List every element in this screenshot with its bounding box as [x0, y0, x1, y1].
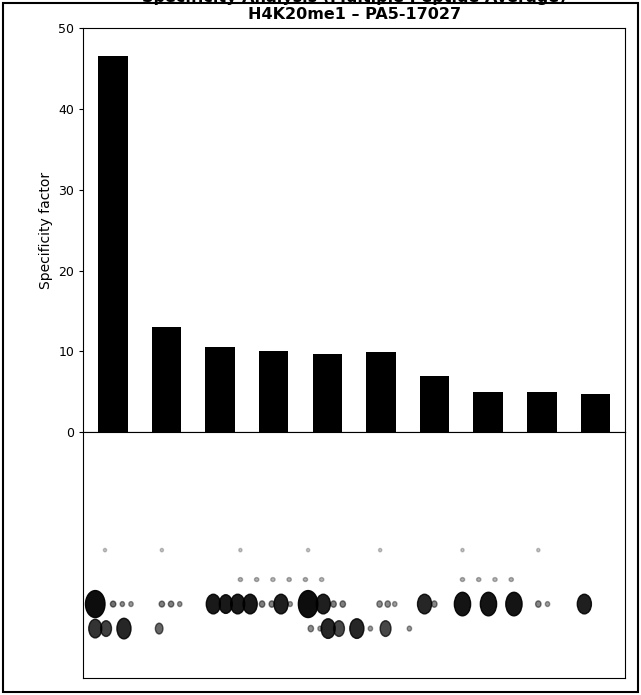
Ellipse shape [340, 601, 345, 607]
Y-axis label: Specificity factor: Specificity factor [38, 172, 53, 288]
Ellipse shape [260, 601, 265, 607]
Ellipse shape [287, 578, 291, 582]
Bar [98, 56, 128, 432]
Bar [152, 327, 181, 432]
Ellipse shape [321, 619, 335, 639]
Ellipse shape [308, 626, 313, 632]
Ellipse shape [269, 601, 274, 607]
Ellipse shape [219, 595, 232, 614]
Ellipse shape [88, 619, 102, 638]
Bar [313, 354, 342, 432]
Ellipse shape [129, 602, 133, 607]
Bar [420, 376, 449, 432]
Ellipse shape [101, 621, 112, 637]
Ellipse shape [316, 594, 330, 614]
Bar [366, 352, 395, 432]
Ellipse shape [431, 601, 437, 607]
Ellipse shape [120, 602, 124, 607]
Ellipse shape [480, 592, 497, 616]
Ellipse shape [407, 626, 412, 631]
Ellipse shape [243, 594, 257, 614]
Title: Specificity Analysis (Multiple Peptide Average)
H4K20me1 – PA5-17027: Specificity Analysis (Multiple Peptide A… [142, 0, 567, 22]
Bar [474, 392, 503, 432]
Ellipse shape [231, 594, 245, 614]
Ellipse shape [303, 578, 308, 582]
Ellipse shape [392, 602, 397, 607]
Ellipse shape [288, 602, 292, 607]
Ellipse shape [159, 601, 165, 607]
Ellipse shape [319, 578, 324, 582]
Bar [581, 394, 610, 432]
Bar [205, 348, 235, 432]
Ellipse shape [254, 578, 259, 582]
Bar [259, 352, 288, 432]
Ellipse shape [460, 578, 465, 582]
Ellipse shape [454, 592, 470, 616]
Ellipse shape [506, 592, 522, 616]
Ellipse shape [461, 548, 464, 552]
Ellipse shape [417, 594, 431, 614]
Ellipse shape [206, 594, 221, 614]
Ellipse shape [385, 601, 390, 607]
Ellipse shape [169, 601, 174, 607]
Ellipse shape [380, 621, 391, 637]
Ellipse shape [117, 619, 131, 639]
Ellipse shape [318, 626, 322, 631]
Ellipse shape [537, 548, 540, 552]
Ellipse shape [493, 578, 497, 582]
Ellipse shape [368, 626, 372, 631]
Ellipse shape [536, 601, 541, 607]
Ellipse shape [476, 578, 481, 582]
Ellipse shape [377, 601, 382, 607]
Ellipse shape [238, 578, 242, 582]
Ellipse shape [155, 623, 163, 634]
Ellipse shape [578, 594, 592, 614]
Ellipse shape [271, 578, 275, 582]
Ellipse shape [239, 548, 242, 552]
Ellipse shape [333, 621, 344, 637]
Ellipse shape [85, 591, 105, 618]
Ellipse shape [103, 548, 106, 552]
Ellipse shape [110, 601, 116, 607]
Ellipse shape [350, 619, 364, 639]
X-axis label: Modification: Modification [312, 526, 397, 540]
Ellipse shape [160, 548, 163, 552]
Ellipse shape [331, 601, 337, 607]
Ellipse shape [298, 591, 318, 618]
Ellipse shape [509, 578, 513, 582]
Ellipse shape [274, 594, 288, 614]
Ellipse shape [545, 602, 550, 607]
Ellipse shape [379, 548, 382, 552]
Bar [527, 392, 556, 432]
Ellipse shape [306, 548, 310, 552]
Ellipse shape [178, 602, 182, 607]
